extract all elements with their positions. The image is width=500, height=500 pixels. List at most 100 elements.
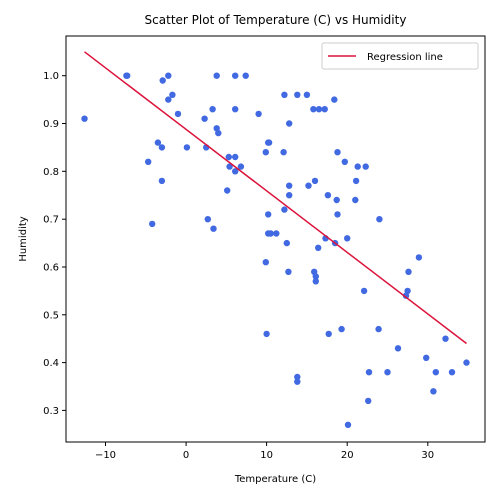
chart-title: Scatter Plot of Temperature (C) vs Humid… xyxy=(145,13,407,27)
scatter-point xyxy=(262,259,269,266)
scatter-point xyxy=(159,77,166,84)
scatter-point xyxy=(225,153,232,161)
scatter-point xyxy=(224,187,231,194)
scatter-point xyxy=(334,211,341,218)
scatter-point xyxy=(334,149,341,156)
scatter-point xyxy=(352,177,360,185)
scatter-point xyxy=(255,110,262,118)
scatter-point xyxy=(354,163,361,170)
scatter-point xyxy=(158,144,166,151)
scatter-point xyxy=(423,354,430,361)
scatter-point xyxy=(442,335,449,342)
scatter-point xyxy=(165,72,172,79)
y-tick-label: 0.3 xyxy=(43,406,59,417)
y-tick-label: 0.5 xyxy=(43,310,59,321)
scatter-point xyxy=(281,206,288,213)
y-axis: 0.3 0.4 0.5 0.6 0.7 0.8 0.9 1.0 xyxy=(43,71,66,417)
scatter-point xyxy=(158,177,166,185)
scatter-point xyxy=(324,192,332,199)
scatter-point xyxy=(405,268,412,275)
scatter-point xyxy=(294,91,301,99)
scatter-point xyxy=(312,273,319,280)
scatter-point xyxy=(430,388,437,395)
plot-frame xyxy=(65,35,486,443)
scatter-point xyxy=(210,225,217,232)
scatter-point xyxy=(273,230,280,237)
scatter-point xyxy=(232,153,239,161)
scatter-point xyxy=(201,115,208,122)
scatter-point xyxy=(280,149,287,156)
scatter-point xyxy=(286,120,293,127)
scatter-point xyxy=(226,163,233,170)
x-axis-label: Temperature (C) xyxy=(234,474,316,485)
scatter-point xyxy=(242,72,249,79)
x-tick-label: 10 xyxy=(260,450,273,461)
scatter-point xyxy=(325,330,332,338)
scatter-point xyxy=(360,287,368,295)
y-axis-label: Humidity xyxy=(18,216,29,261)
scatter-point xyxy=(365,369,373,376)
scatter-point xyxy=(331,96,338,103)
scatter-point xyxy=(262,149,269,156)
scatter-point xyxy=(154,139,162,146)
scatter-point xyxy=(352,196,359,204)
y-tick-label: 1.0 xyxy=(43,71,59,82)
x-tick-label: −10 xyxy=(95,450,116,461)
y-tick-label: 0.4 xyxy=(43,358,59,369)
scatter-point xyxy=(384,369,391,376)
scatter-point xyxy=(341,158,348,165)
scatter-point xyxy=(338,325,345,333)
x-axis: −10 0 10 20 30 xyxy=(95,442,434,461)
scatter-point xyxy=(169,91,176,99)
data-layer xyxy=(81,51,470,428)
regression-line xyxy=(84,51,467,345)
scatter-point xyxy=(310,106,317,113)
scatter-point xyxy=(312,278,319,285)
x-tick-label: 20 xyxy=(341,450,354,461)
scatter-point xyxy=(315,244,322,251)
scatter-point xyxy=(183,144,191,151)
scatter-point xyxy=(209,106,216,113)
scatter-point xyxy=(265,139,272,146)
scatter-point xyxy=(432,369,439,376)
scatter-point xyxy=(149,220,156,228)
scatter-point xyxy=(285,268,292,275)
legend: Regression line xyxy=(321,42,479,70)
x-tick-label: 0 xyxy=(183,450,189,461)
y-tick-label: 0.7 xyxy=(43,215,59,226)
scatter-point xyxy=(283,239,290,247)
scatter-point xyxy=(213,125,220,132)
y-tick-label: 0.6 xyxy=(43,263,59,274)
scatter-point xyxy=(344,421,352,428)
scatter-point xyxy=(294,378,301,385)
y-tick-label: 0.8 xyxy=(43,167,59,178)
scatter-point xyxy=(213,72,220,79)
scatter-point xyxy=(232,72,239,79)
scatter-point xyxy=(294,373,301,381)
scatter-point xyxy=(265,211,272,218)
y-tick-label: 0.9 xyxy=(43,119,59,130)
scatter-point xyxy=(365,397,372,405)
scatter-point xyxy=(286,192,293,199)
scatter-point xyxy=(263,330,270,338)
scatter-point xyxy=(81,115,88,122)
scatter-point xyxy=(305,182,312,189)
scatter-point xyxy=(215,129,222,137)
scatter-point xyxy=(174,110,182,118)
scatter-point xyxy=(237,163,245,170)
scatter-point xyxy=(267,230,274,237)
scatter-point xyxy=(204,216,211,223)
scatter-point xyxy=(404,287,411,295)
scatter-point xyxy=(311,177,319,185)
scatter-point xyxy=(375,325,382,333)
scatter-point xyxy=(415,254,423,261)
scatter-point xyxy=(321,106,328,113)
scatter-point xyxy=(376,216,383,223)
scatter-point xyxy=(145,158,152,165)
scatter-point xyxy=(315,106,323,113)
scatter-point xyxy=(232,168,239,175)
scatter-point xyxy=(303,91,311,99)
